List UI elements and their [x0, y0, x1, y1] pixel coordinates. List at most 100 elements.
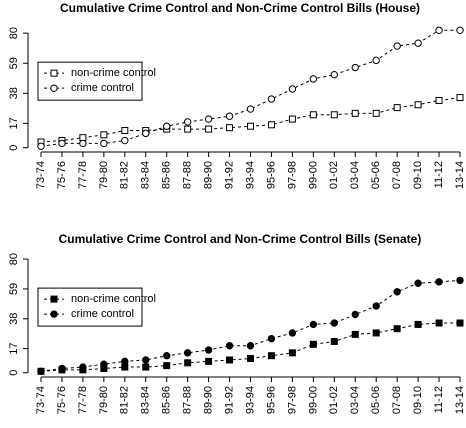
x-tick-label: 07-08	[391, 386, 403, 414]
y-tick-label: 38	[8, 313, 20, 325]
marker	[163, 362, 171, 370]
x-tick-label: 95-96	[265, 161, 277, 189]
marker	[246, 342, 255, 350]
marker	[184, 359, 192, 367]
x-tick-label: 97-98	[286, 386, 298, 414]
marker	[372, 56, 380, 65]
x-tick-label: 03-04	[349, 386, 361, 414]
marker	[414, 279, 422, 287]
marker	[267, 334, 276, 343]
marker	[247, 122, 254, 130]
x-tick-label: 77-78	[77, 386, 89, 414]
legend-box	[37, 287, 143, 327]
x-tick-label: 89-90	[203, 161, 215, 189]
marker	[225, 342, 234, 350]
x-tick-label: 93-94	[244, 386, 256, 414]
marker	[414, 101, 422, 109]
marker	[247, 355, 254, 363]
marker	[58, 139, 66, 148]
marker	[58, 364, 66, 373]
marker	[456, 94, 464, 102]
marker	[393, 288, 401, 296]
marker	[435, 96, 443, 104]
marker	[142, 356, 150, 364]
marker	[330, 319, 338, 327]
marker	[288, 85, 297, 93]
x-tick-label: 93-94	[244, 161, 256, 189]
marker	[100, 139, 108, 148]
marker	[351, 330, 359, 338]
y-tick-label: 59	[8, 57, 20, 69]
legend-label: crime control	[71, 82, 134, 94]
marker	[79, 139, 87, 148]
x-tick-label: 87-88	[182, 161, 194, 189]
marker	[330, 70, 338, 79]
series-line	[40, 29, 460, 147]
marker	[183, 118, 192, 126]
x-tick-label: 09-10	[412, 161, 424, 189]
marker	[330, 337, 338, 345]
marker	[393, 325, 401, 333]
x-tick-label: 79-80	[98, 161, 110, 189]
marker	[267, 95, 276, 103]
marker	[121, 136, 129, 145]
marker	[267, 121, 275, 129]
marker	[246, 105, 255, 113]
x-tick-label: 13-14	[454, 161, 466, 189]
marker	[393, 104, 401, 112]
marker	[205, 125, 213, 133]
marker	[309, 320, 318, 329]
x-tick-label: 79-80	[98, 386, 110, 414]
y-tick-label: 38	[8, 87, 20, 99]
marker	[225, 112, 234, 120]
x-tick-label: 83-84	[140, 161, 152, 189]
marker	[183, 349, 192, 357]
marker	[121, 127, 129, 135]
marker	[50, 84, 58, 92]
marker	[309, 340, 317, 348]
marker	[142, 129, 150, 138]
marker	[372, 302, 380, 310]
legend-label: crime control	[71, 308, 134, 320]
x-tick-label: 99-00	[307, 161, 319, 189]
marker	[288, 349, 296, 357]
x-tick-label: 13-14	[454, 386, 466, 414]
x-tick-label: 95-96	[265, 386, 277, 414]
x-tick-label: 97-98	[286, 161, 298, 189]
x-tick-label: 99-00	[307, 386, 319, 414]
marker	[372, 329, 380, 337]
x-tick-label: 89-90	[203, 386, 215, 414]
x-tick-label: 05-06	[370, 161, 382, 189]
marker	[309, 111, 317, 119]
marker	[351, 63, 359, 72]
x-tick-label: 09-10	[412, 386, 424, 414]
x-tick-label: 01-02	[328, 386, 340, 414]
x-tick-label: 01-02	[328, 161, 340, 189]
x-tick-label: 75-76	[56, 386, 68, 414]
marker	[435, 278, 443, 286]
marker	[79, 363, 87, 371]
chart-title: Cumulative Crime Control and Non-Crime C…	[60, 1, 420, 15]
marker	[351, 109, 359, 117]
x-tick-label: 07-08	[391, 161, 403, 189]
marker	[226, 356, 234, 364]
chart-title: Cumulative Crime Control and Non-Crime C…	[59, 232, 422, 246]
y-tick-label: 0	[8, 370, 20, 376]
marker	[372, 109, 380, 117]
marker	[435, 319, 443, 327]
legend-label: non-crime control	[71, 293, 156, 305]
x-tick-label: 73-74	[35, 161, 47, 189]
marker	[100, 131, 108, 139]
marker	[351, 310, 359, 319]
x-tick-label: 85-86	[161, 161, 173, 189]
marker	[226, 124, 234, 132]
y-tick-label: 80	[8, 27, 20, 39]
y-tick-label: 59	[8, 283, 20, 295]
marker	[204, 346, 213, 354]
marker	[456, 26, 464, 34]
x-tick-label: 87-88	[182, 386, 194, 414]
x-tick-label: 11-12	[433, 386, 445, 413]
x-tick-label: 05-06	[370, 386, 382, 414]
marker	[50, 69, 58, 77]
marker	[204, 115, 213, 123]
